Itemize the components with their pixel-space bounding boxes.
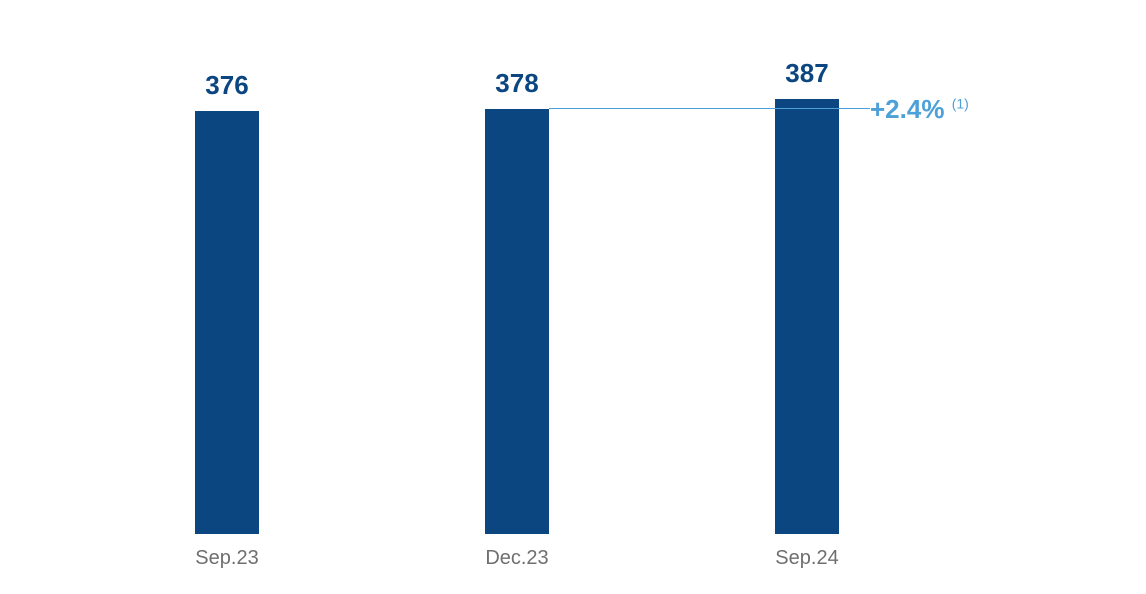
- x-label-1: Dec.23: [437, 547, 597, 570]
- annotation-line: [549, 108, 870, 109]
- x-label-0: Sep.23: [147, 547, 307, 570]
- x-label-2: Sep.24: [727, 547, 887, 570]
- bar-value-1: 378: [457, 68, 577, 99]
- bar-chart: 376378387+2.4% (1) Sep.23Dec.23Sep.24: [0, 0, 1146, 594]
- annotation-text: +2.4% (1): [870, 94, 969, 125]
- annotation-value: +2.4%: [870, 94, 944, 124]
- bar-value-0: 376: [167, 70, 287, 101]
- annotation-footnote: (1): [952, 95, 969, 111]
- plot-area: 376378387+2.4% (1): [0, 84, 1146, 534]
- bar-1: [485, 109, 549, 534]
- bar-2: [775, 99, 839, 534]
- bar-value-2: 387: [747, 58, 867, 89]
- bar-0: [195, 111, 259, 534]
